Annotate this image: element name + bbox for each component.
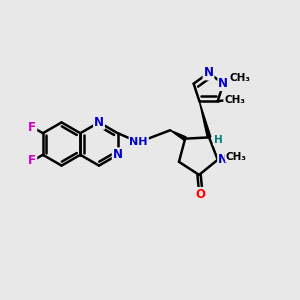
Text: N: N — [113, 148, 123, 161]
Polygon shape — [170, 130, 186, 140]
Text: N: N — [94, 116, 104, 129]
Text: O: O — [196, 188, 206, 201]
Text: F: F — [28, 154, 36, 166]
Text: H: H — [214, 135, 223, 145]
Text: CH₃: CH₃ — [226, 152, 247, 162]
Text: N: N — [203, 66, 214, 80]
Text: CH₃: CH₃ — [229, 73, 250, 83]
Text: NH: NH — [130, 137, 148, 147]
Text: N: N — [218, 77, 228, 90]
Polygon shape — [199, 101, 211, 138]
Text: CH₃: CH₃ — [224, 94, 245, 105]
Text: N: N — [218, 153, 228, 166]
Text: F: F — [28, 122, 36, 134]
